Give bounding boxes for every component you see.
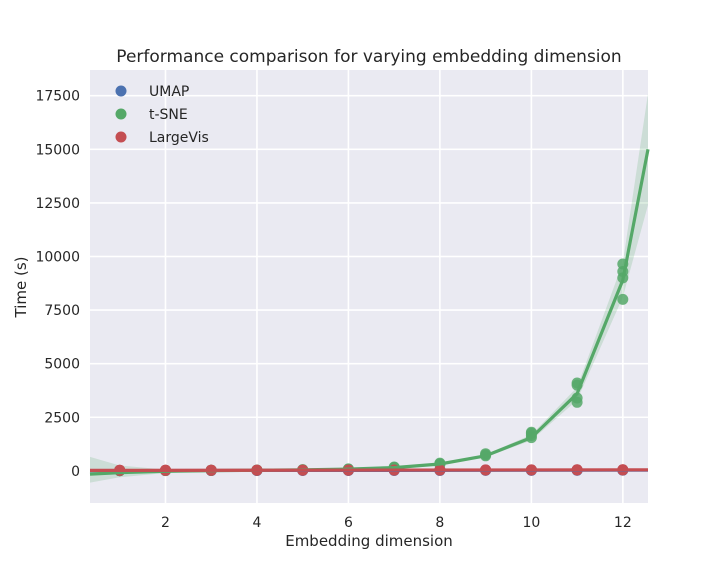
legend-marker-umap bbox=[115, 85, 127, 97]
y-tick-label: 0 bbox=[71, 464, 80, 480]
fit-lines bbox=[89, 148, 650, 476]
x-tick-label: 10 bbox=[522, 515, 540, 531]
y-tick-label: 7500 bbox=[44, 303, 80, 319]
legend-label-tsne: t-SNE bbox=[149, 107, 188, 123]
x-tick-labels: 2 4 6 8 10 12 bbox=[161, 515, 632, 531]
y-tick-label: 15000 bbox=[35, 142, 80, 158]
fit-line-largevis bbox=[89, 468, 649, 472]
grid bbox=[90, 70, 648, 503]
legend: UMAP t-SNE LargeVis bbox=[115, 84, 209, 146]
y-axis-label: Time (s) bbox=[12, 257, 30, 319]
y-tick-label: 2500 bbox=[44, 410, 80, 426]
legend-marker-largevis bbox=[115, 131, 127, 143]
y-tick-label: 12500 bbox=[35, 196, 80, 212]
legend-label-largevis: LargeVis bbox=[149, 130, 209, 146]
y-tick-labels: 0 2500 5000 7500 10000 12500 15000 17500 bbox=[35, 89, 80, 480]
y-tick-label: 10000 bbox=[35, 249, 80, 265]
y-tick-label: 5000 bbox=[44, 357, 80, 373]
point-tsne bbox=[617, 293, 629, 305]
x-tick-label: 2 bbox=[161, 515, 170, 531]
x-tick-label: 4 bbox=[252, 515, 261, 531]
legend-label-umap: UMAP bbox=[149, 84, 189, 100]
x-tick-label: 8 bbox=[435, 515, 444, 531]
x-tick-label: 6 bbox=[344, 515, 353, 531]
chart-title: Performance comparison for varying embed… bbox=[116, 47, 621, 67]
plot-area bbox=[90, 70, 648, 503]
y-tick-label: 17500 bbox=[35, 89, 80, 105]
legend-marker-tsne bbox=[115, 108, 127, 120]
x-tick-label: 12 bbox=[614, 515, 632, 531]
x-axis-label: Embedding dimension bbox=[285, 532, 453, 550]
